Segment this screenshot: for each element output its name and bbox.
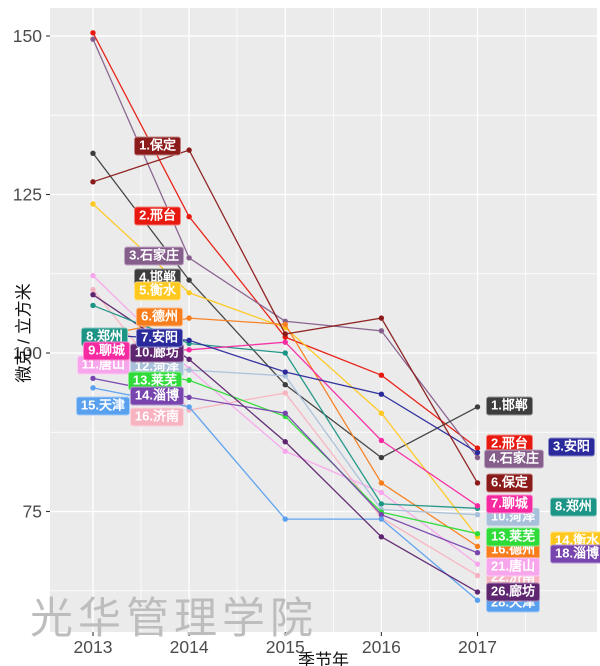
rank-label-2017-liaocheng: 7.聊城 (486, 494, 533, 514)
data-point-xingtai (186, 213, 192, 220)
rank-label-2014-langfang: 10.廊坊 (129, 343, 184, 363)
rank-label-2017-baoding: 6.保定 (486, 473, 533, 493)
rank-label-2017-tangshan: 21.唐山 (486, 557, 541, 577)
data-point-zibo (282, 410, 288, 416)
data-point-tangshan (282, 448, 288, 454)
rank-label-2014-zibo: 14.淄博 (129, 386, 184, 406)
data-point-hengshui (186, 290, 192, 296)
data-point-liaocheng (378, 437, 385, 444)
data-point-tianjin (186, 404, 192, 410)
data-point-handan (186, 277, 192, 283)
y-tick-label: 75 (23, 502, 42, 522)
rank-label-2017-shijiazhuang: 4.石家庄 (484, 449, 544, 469)
data-point-laiwu (186, 377, 192, 383)
rank-label-2017-anyang: 3.安阳 (548, 437, 595, 457)
data-point-dezhou (282, 321, 288, 328)
data-point-anyang (378, 391, 385, 397)
data-point-anyang (282, 369, 288, 375)
data-point-tangshan (474, 561, 481, 567)
data-point-heze (186, 367, 192, 373)
rank-label-2017-laiwu: 13.莱芜 (486, 527, 541, 547)
data-point-baoding (282, 331, 288, 337)
data-point-dezhou (186, 315, 192, 321)
data-point-anyang (186, 337, 192, 344)
data-point-xingtai (90, 30, 96, 36)
data-point-handan (474, 404, 481, 410)
data-point-tianjin (474, 597, 481, 603)
data-point-jinan (474, 572, 481, 579)
watermark: 光华管理学院 (30, 595, 318, 643)
y-tick-label: 150 (13, 26, 42, 46)
rank-label-2014-laiwu: 13.莱芜 (127, 371, 182, 391)
data-point-baoding (90, 179, 96, 185)
data-point-langfang (90, 291, 96, 298)
rank-label-2014-jinan: 16.济南 (129, 407, 184, 427)
data-point-shijiazhuang (378, 328, 385, 334)
data-point-dezhou (474, 543, 481, 550)
data-point-tianjin (282, 516, 288, 522)
data-point-zibo (378, 511, 385, 518)
data-point-zibo (90, 375, 96, 382)
data-point-zhengzhou (90, 302, 96, 309)
data-point-shijiazhuang (90, 36, 96, 42)
data-point-xingtai (378, 372, 385, 378)
data-point-tangshan (378, 489, 385, 496)
y-tick-label: 125 (13, 185, 42, 205)
data-point-dezhou (378, 480, 385, 486)
rank-label-2017-handan: 1.邯郸 (486, 396, 533, 416)
data-point-shijiazhuang (186, 255, 192, 261)
rank-label-2017-zhengzhou: 8.郑州 (550, 497, 597, 517)
data-point-langfang (474, 589, 481, 595)
data-point-baoding (474, 480, 481, 486)
x-tick-label: 2016 (362, 637, 401, 657)
data-point-langfang (282, 439, 288, 445)
x-tick-label: 2014 (170, 637, 209, 657)
data-point-liaocheng (474, 503, 481, 509)
data-point-liaocheng (186, 347, 192, 353)
data-point-zibo (474, 550, 481, 556)
data-point-heze (474, 511, 481, 518)
data-point-handan (282, 382, 288, 388)
x-tick-label: 2015 (266, 637, 305, 657)
data-point-zibo (186, 394, 192, 401)
data-point-hengshui (378, 410, 385, 416)
data-point-xingtai (474, 445, 481, 451)
data-point-tangshan (90, 272, 96, 279)
data-point-shijiazhuang (474, 454, 481, 461)
rank-label-2017-langfang: 26.廊坊 (486, 582, 541, 602)
data-point-tianjin (90, 385, 96, 391)
data-point-hengshui (90, 201, 96, 207)
data-point-anyang (474, 449, 481, 456)
rank-label-2014-shijiazhuang: 3.石家庄 (124, 246, 184, 266)
data-point-baoding (378, 315, 385, 321)
x-tick-label: 2017 (458, 637, 497, 657)
rank-label-2014-dezhou: 6.德州 (136, 307, 183, 327)
data-point-heze (282, 373, 288, 379)
rank-label-2014-liaocheng: 9.聊城 (83, 341, 130, 361)
rank-label-2014-anyang: 7.安阳 (136, 328, 183, 348)
data-point-baoding (186, 147, 192, 153)
y-tick-label: 100 (13, 343, 42, 363)
data-point-handan (378, 454, 385, 461)
data-point-zhengzhou (378, 501, 385, 507)
rank-label-2017-zibo: 18.淄博 (550, 544, 600, 564)
x-tick-label: 2013 (74, 637, 113, 657)
rank-label-2014-baoding: 1.保定 (134, 136, 181, 156)
y-axis-title: 微克 / 立方米 (14, 283, 34, 383)
data-point-laiwu (474, 530, 481, 537)
data-point-tianjin (378, 516, 385, 522)
data-point-jinan (90, 286, 96, 293)
rank-label-2014-hengshui: 5.衡水 (134, 281, 181, 301)
data-point-jinan (282, 390, 288, 396)
data-point-handan (90, 150, 96, 156)
data-point-liaocheng (282, 339, 288, 345)
rank-label-2014-tianjin: 15.天津 (75, 396, 130, 416)
rank-label-2014-xingtai: 2.邢台 (134, 206, 181, 226)
data-point-zhengzhou (282, 350, 288, 356)
x-axis-title: 季节年 (298, 651, 349, 666)
data-point-langfang (186, 356, 192, 363)
data-point-langfang (378, 534, 385, 540)
